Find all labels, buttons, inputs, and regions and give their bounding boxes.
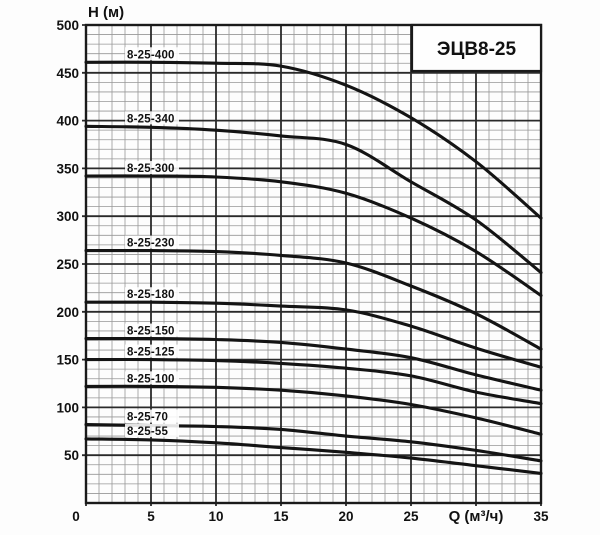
curve-label: 8-25-300 <box>127 163 175 175</box>
curve-8-25-125 <box>84 357 543 406</box>
curve-label: 8-25-400 <box>127 49 175 61</box>
curve-labels: 8-25-400 8-25-340 8-25-300 8-25-230 8-25-180… <box>125 47 179 438</box>
curve-label-backing <box>125 111 179 125</box>
curve-8-25-300 <box>84 174 543 298</box>
curve-label-backing <box>125 344 179 358</box>
y-tick-label: 200 <box>56 305 79 320</box>
y-tick-label: 50 <box>64 448 79 463</box>
curve-label-backing <box>125 423 179 437</box>
curve-label: 8-25-70 <box>127 412 168 424</box>
curve-label: 8-25-230 <box>127 238 175 250</box>
x-tick-label: 35 <box>533 509 549 524</box>
title-box: ЭЦВ8-25 <box>410 23 543 73</box>
curve-8-25-230 <box>84 249 543 351</box>
curve-8-25-100 <box>84 384 543 436</box>
x-tick-label: 5 <box>147 509 155 524</box>
x-tick-label: 0 <box>72 509 80 524</box>
curve-label: 8-25-340 <box>127 113 175 125</box>
curve-8-25-180 <box>84 300 543 369</box>
y-tick-label: 300 <box>56 209 79 224</box>
x-tick-label: 15 <box>273 509 289 524</box>
curve-label-backing <box>125 323 179 337</box>
title-box-frame <box>410 23 543 73</box>
curve-label: 8-25-100 <box>127 373 175 385</box>
tick-labels: 0 5 10 15 20 25 Q (м³/ч) 35 50 100 150 200 250 300 350… <box>56 18 549 525</box>
x-axis-title: Q (м³/ч) <box>449 508 504 525</box>
y-tick-label: 100 <box>56 400 79 415</box>
curve-label-backing <box>125 287 179 301</box>
curve-label: 8-25-55 <box>127 426 168 438</box>
plot-border <box>84 23 543 505</box>
curve-8-25-55 <box>84 437 543 475</box>
curve-label-backing <box>125 409 179 423</box>
chart-title: ЭЦВ8-25 <box>437 39 517 60</box>
curve-label: 8-25-150 <box>127 326 175 338</box>
curve-label-backing <box>125 161 179 175</box>
y-tick-label: 500 <box>56 18 79 33</box>
curve-8-25-400 <box>84 60 543 220</box>
y-tick-label: 450 <box>56 66 79 81</box>
curve-8-25-150 <box>84 336 543 392</box>
curve-8-25-340 <box>84 124 543 275</box>
y-axis-title: H (м) <box>88 4 124 21</box>
x-tick-label: 10 <box>208 509 223 524</box>
curve-label-backing <box>125 47 179 61</box>
curve-label: 8-25-125 <box>127 347 175 359</box>
x-tick-label: 25 <box>403 509 419 524</box>
curve-label-backing <box>125 235 179 249</box>
y-tick-label: 250 <box>56 257 79 272</box>
curves <box>84 60 543 475</box>
y-tick-label: 350 <box>56 161 79 176</box>
curve-label-backing <box>125 371 179 385</box>
y-tick-label: 150 <box>56 353 79 368</box>
x-tick-label: 20 <box>338 509 353 524</box>
y-tick-label: 400 <box>56 114 79 129</box>
curve-label: 8-25-180 <box>127 289 175 301</box>
